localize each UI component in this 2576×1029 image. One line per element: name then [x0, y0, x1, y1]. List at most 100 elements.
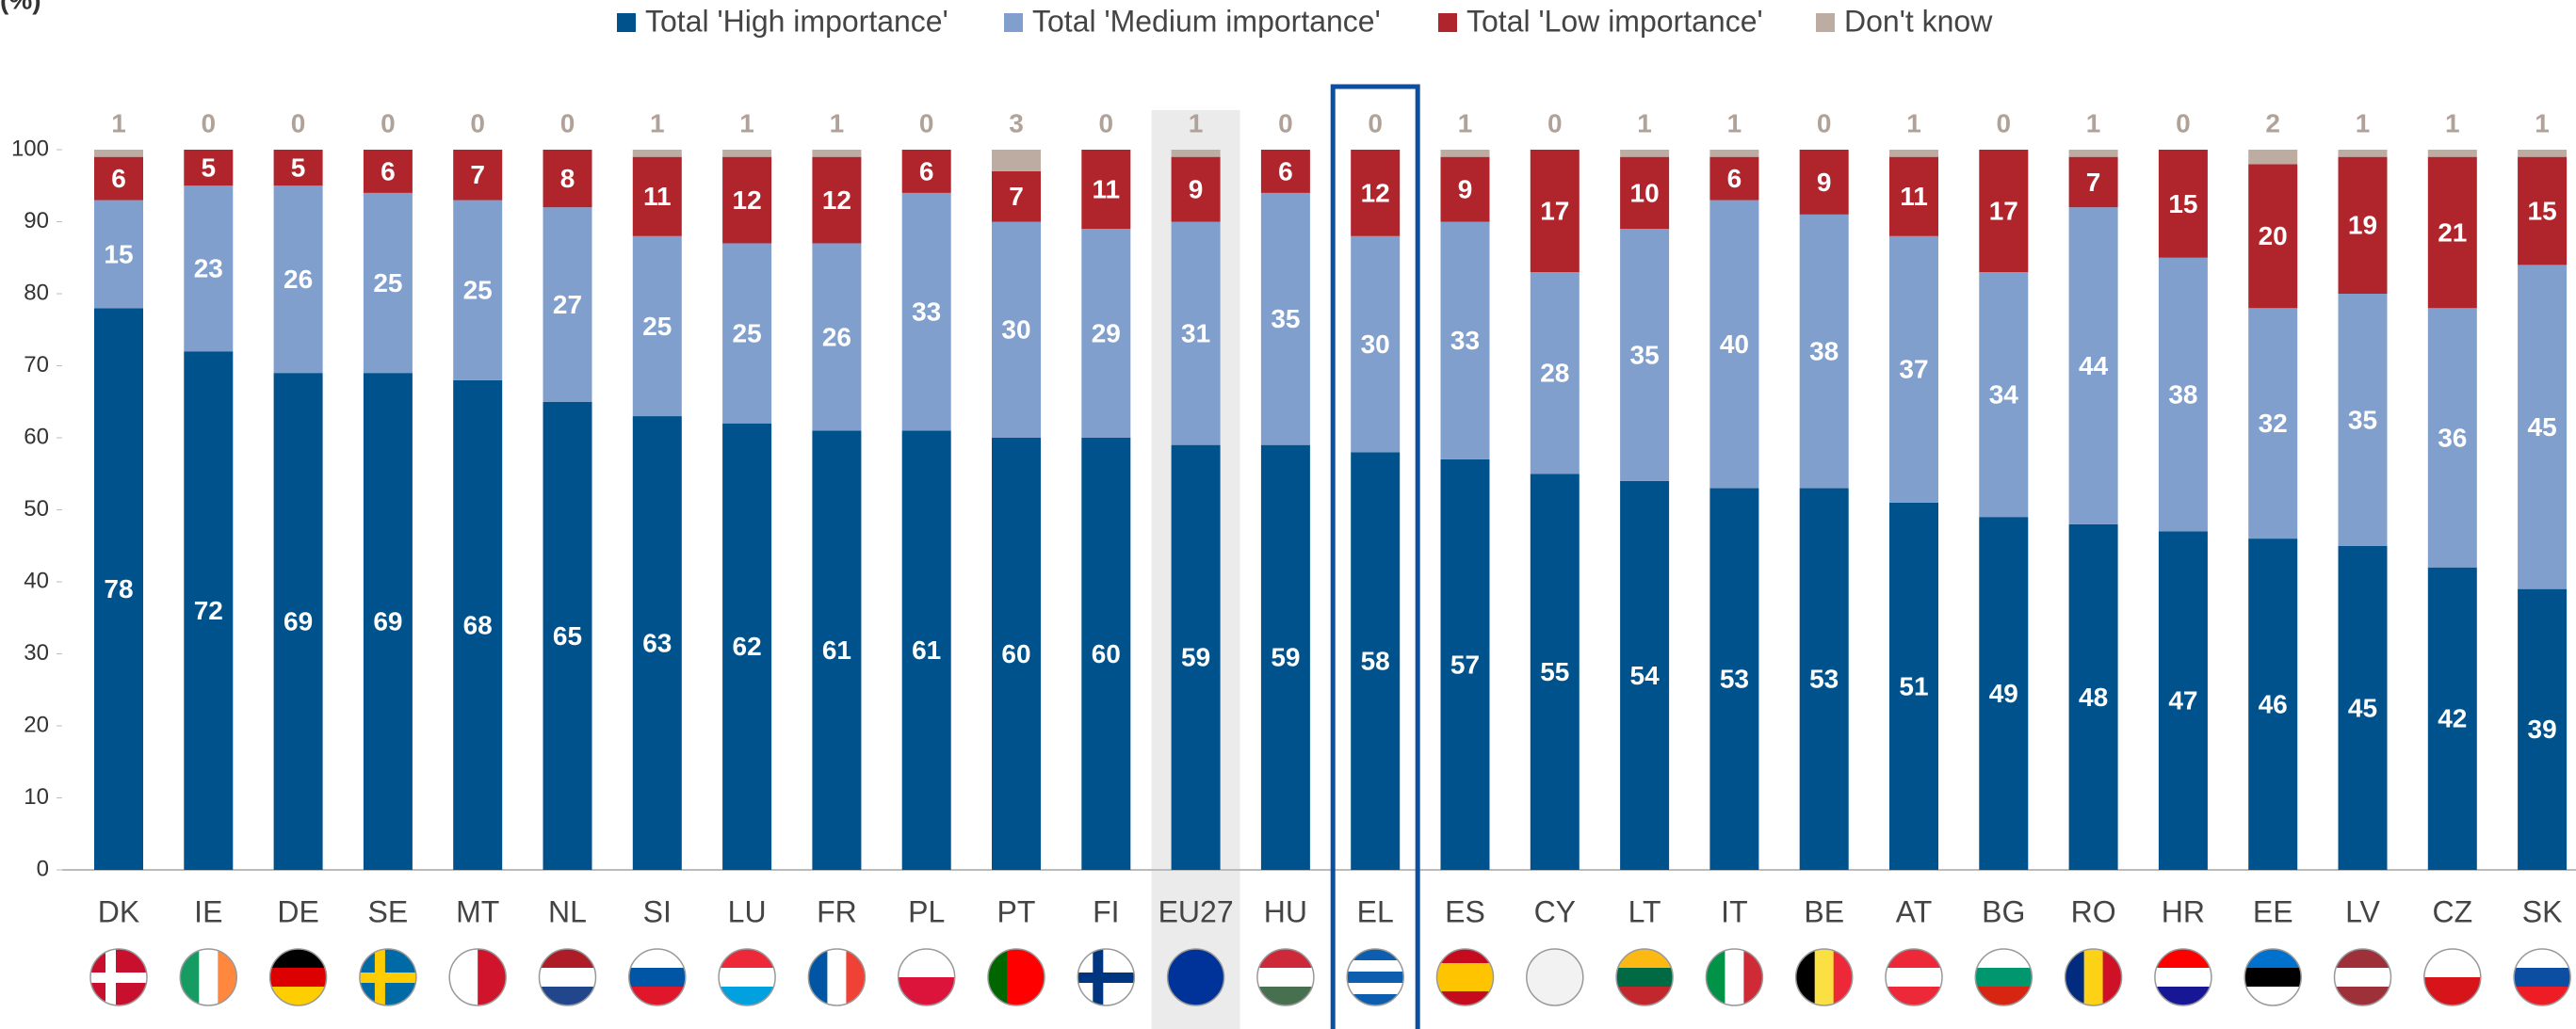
data-label: 1: [2535, 108, 2550, 137]
data-label: 12: [1361, 178, 1390, 207]
flag-part: [1833, 949, 1853, 1005]
data-label: 58: [1361, 647, 1390, 676]
bar-segment: [2427, 308, 2477, 568]
flag-part: [2244, 968, 2302, 988]
flag: [2154, 949, 2211, 1005]
bar-segment: [1889, 235, 1938, 503]
flag-part: [90, 973, 147, 983]
flag-shine: [1974, 948, 2033, 1006]
flag-part: [449, 949, 478, 1005]
data-label: 15: [2528, 196, 2557, 225]
bar-segment: [1260, 150, 1310, 193]
bar-segment: [2518, 156, 2568, 265]
flag-shine: [2244, 948, 2302, 1006]
bar-segment: [94, 156, 143, 201]
flag-part: [1886, 949, 1942, 969]
bar-segment: [1620, 150, 1670, 157]
data-label: 1: [1727, 108, 1742, 137]
flag-part: [808, 949, 828, 1005]
data-label: 20: [2259, 221, 2288, 250]
flag-shine: [1435, 948, 1495, 1006]
bar-segment: [992, 221, 1041, 438]
flag-part: [1347, 949, 1404, 961]
flag-shine: [179, 948, 238, 1006]
data-label: 12: [733, 185, 762, 215]
flag-shine: [987, 948, 1045, 1006]
bar-segment: [1530, 272, 1580, 474]
bar-segment: [812, 243, 862, 431]
flag-part: [269, 949, 327, 969]
data-label: 0: [470, 108, 485, 137]
highlight-box: [1330, 84, 1420, 1029]
data-label: 17: [1540, 196, 1569, 225]
flag-part: [1347, 960, 1404, 973]
flag-part: [1743, 949, 1763, 1005]
data-label: 51: [1899, 671, 1928, 700]
bar-segment: [632, 156, 682, 236]
bar-segment: [2158, 257, 2208, 532]
bar-segment: [1171, 221, 1221, 445]
y-tick-label: 40: [24, 568, 49, 593]
x-tick-label: BG: [1982, 894, 2025, 928]
bar-segment: [453, 379, 503, 870]
flag-shine: [1346, 948, 1404, 1006]
bar-segment: [2518, 150, 2568, 157]
bar-segment: [2248, 150, 2298, 165]
data-label: 0: [202, 108, 217, 137]
bar-segment: [2068, 156, 2118, 208]
bar-segment: [363, 192, 413, 374]
bar-segment: [1260, 444, 1310, 870]
bar-segment: [1530, 474, 1580, 870]
data-label: 1: [2356, 108, 2371, 137]
x-tick-label: LT: [1628, 894, 1661, 928]
flag: [539, 949, 596, 1005]
flag-part: [1814, 949, 1835, 1005]
data-label: 6: [1278, 156, 1293, 185]
bar-segment: [2338, 150, 2388, 157]
flag-shine: [538, 948, 597, 1006]
x-tick-label: LV: [2345, 894, 2380, 928]
flag: [2244, 949, 2302, 1005]
bar-segment: [1440, 156, 1490, 222]
bar-segment: [1799, 150, 1849, 215]
bar-segment: [901, 150, 951, 193]
flag: [808, 949, 866, 1005]
flag-shine: [268, 948, 328, 1006]
bar-segment: [1351, 452, 1401, 870]
bar-segment: [1889, 502, 1938, 870]
bar-segment: [2158, 531, 2208, 870]
data-label: 72: [194, 596, 223, 625]
flag-part: [2514, 949, 2571, 969]
bar-segment: [1799, 214, 1849, 489]
bar-segment: [1620, 156, 1670, 230]
flag-shine: [1615, 948, 1674, 1006]
bar-segment: [94, 200, 143, 309]
y-tick-label: 30: [24, 640, 49, 666]
flag-part: [2334, 949, 2391, 969]
flag-part: [1007, 949, 1027, 1005]
flag-part: [269, 968, 327, 988]
flag-part: [1975, 949, 2033, 969]
bar-segment: [722, 156, 772, 244]
data-label: 1: [111, 108, 126, 137]
x-tick-label: FR: [817, 894, 857, 928]
flag-part: [827, 949, 847, 1005]
x-tick-label: HU: [1264, 894, 1307, 928]
x-tick-label: RO: [2071, 894, 2116, 928]
bar-segment: [1171, 156, 1221, 222]
data-label: 0: [1099, 108, 1114, 137]
data-label: 33: [912, 297, 941, 327]
flag-part: [1256, 949, 1314, 969]
data-label: 46: [2259, 689, 2288, 718]
flag-part: [199, 949, 219, 1005]
bar-segment: [1979, 150, 2029, 273]
flag-part: [180, 949, 200, 1005]
flag-part: [846, 949, 866, 1005]
bar-segment: [2427, 150, 2477, 157]
flag: [1526, 949, 1583, 1005]
bar-segment: [184, 185, 234, 352]
x-tick-label: CY: [1534, 894, 1576, 928]
flag-part: [1077, 973, 1135, 983]
data-label: 36: [2438, 423, 2467, 452]
flag-shine: [2064, 948, 2123, 1006]
